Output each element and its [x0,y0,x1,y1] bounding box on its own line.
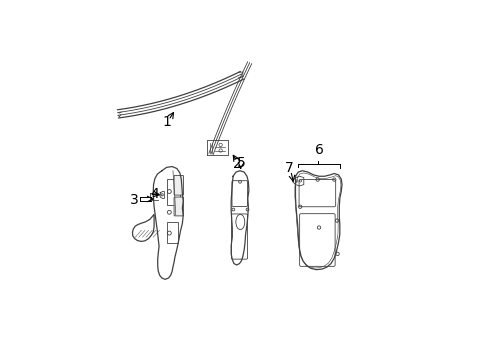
Text: 1: 1 [162,115,171,129]
Text: 3: 3 [130,193,139,207]
Text: 5: 5 [237,156,245,170]
Bar [167,222,178,243]
FancyBboxPatch shape [174,175,183,195]
Text: 6: 6 [315,143,323,157]
FancyBboxPatch shape [174,197,183,216]
Text: 7: 7 [285,162,294,175]
Text: 2: 2 [233,157,242,171]
Text: 4: 4 [150,187,159,201]
Bar [167,179,180,205]
